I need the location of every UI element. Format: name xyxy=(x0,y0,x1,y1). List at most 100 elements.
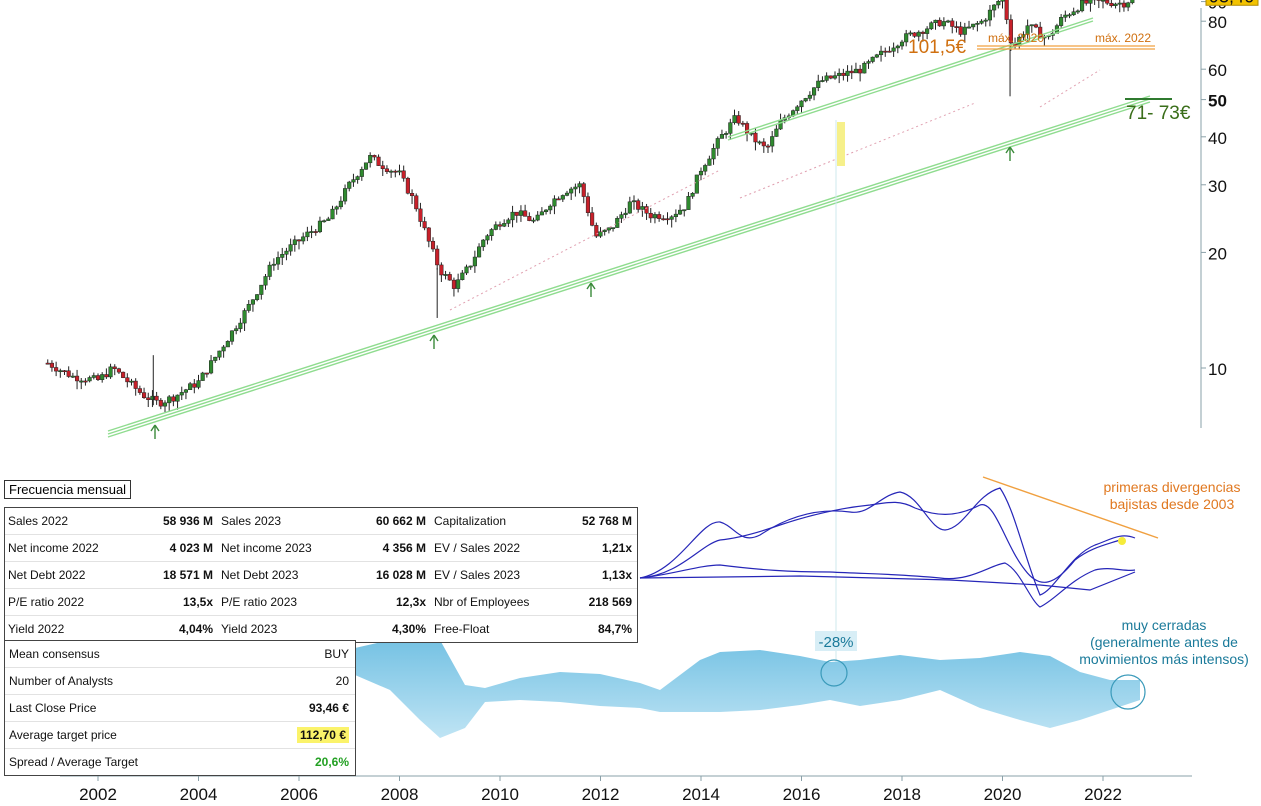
fundamentals-cell: Sales 2022 58 936 M xyxy=(5,514,218,528)
candle-down xyxy=(527,216,532,221)
fundamentals-value: 4,30% xyxy=(391,622,426,636)
candle-up xyxy=(711,148,716,160)
candle-down xyxy=(137,388,142,393)
candle-up xyxy=(987,9,992,21)
candle-down xyxy=(410,193,415,197)
candle-up xyxy=(1117,2,1122,5)
candle-up xyxy=(598,231,603,237)
candle-down xyxy=(1109,2,1114,6)
candle-up xyxy=(468,265,473,268)
fundamentals-cell: P/E ratio 2023 12,3x xyxy=(218,595,431,609)
candle-up xyxy=(481,239,486,248)
candle-up xyxy=(862,62,867,74)
candle-up xyxy=(1029,24,1034,27)
candle-up xyxy=(389,170,394,173)
fundamentals-label: Free-Float xyxy=(434,622,490,636)
candle-down xyxy=(376,156,381,166)
candle-up xyxy=(246,303,251,311)
y-tick-label: 10 xyxy=(1208,360,1227,379)
fundamentals-cell: P/E ratio 2022 13,5x xyxy=(5,595,218,609)
candle-up xyxy=(460,272,465,280)
candle-up xyxy=(162,402,168,407)
candle-up xyxy=(774,128,779,137)
fundamentals-label: EV / Sales 2023 xyxy=(434,568,521,582)
candle-up xyxy=(732,115,737,123)
candle-up xyxy=(845,70,850,76)
candle-up xyxy=(255,294,260,300)
candle-down xyxy=(401,170,406,179)
candle-up xyxy=(891,47,896,52)
candle-down xyxy=(393,170,398,173)
candle-up xyxy=(506,219,511,224)
support-channel-line xyxy=(107,98,1151,435)
indicators-layer xyxy=(355,476,1159,738)
fundamentals-value: 52 768 M xyxy=(581,514,632,528)
candle-down xyxy=(1033,24,1039,28)
candle-down xyxy=(636,200,641,210)
fundamentals-label: Yield 2023 xyxy=(221,622,278,636)
candle-up xyxy=(879,50,884,56)
x-tick-label: 2004 xyxy=(180,785,218,804)
fundamentals-cell: Net Debt 2023 16 028 M xyxy=(218,568,431,582)
fundamentals-value: 60 662 M xyxy=(375,514,426,528)
highlight-box xyxy=(837,122,845,166)
candle-up xyxy=(602,229,607,232)
candle-up xyxy=(1063,14,1068,18)
candle-up xyxy=(573,186,578,190)
candle-up xyxy=(728,122,733,134)
candle-up xyxy=(338,200,343,208)
consensus-row: Spread / Average Target 20,6% xyxy=(5,749,355,775)
x-tick-label: 2010 xyxy=(481,785,519,804)
candle-up xyxy=(820,80,825,82)
fundamentals-label: Capitalization xyxy=(434,514,507,528)
consensus-value: 112,70 € xyxy=(296,727,349,743)
candle-up xyxy=(996,1,1001,6)
candle-up xyxy=(992,4,997,11)
candle-up xyxy=(456,279,461,289)
candle-down xyxy=(192,383,197,388)
candle-up xyxy=(351,179,356,183)
candle-up xyxy=(489,229,494,236)
max-2020-label: máx. 2020 xyxy=(988,31,1044,45)
fundamentals-label: Net Debt 2022 xyxy=(8,568,86,582)
candle-up xyxy=(631,200,637,203)
candle-up xyxy=(355,176,360,180)
candle-down xyxy=(745,123,750,134)
candle-down xyxy=(112,366,117,369)
candle-down xyxy=(296,239,302,242)
candle-down xyxy=(594,225,599,237)
fundamentals-cell: Yield 2022 4,04% xyxy=(5,622,218,636)
y-tick-label: 80 xyxy=(1208,13,1227,32)
candle-up xyxy=(669,216,674,220)
band-circle-marker xyxy=(1110,674,1146,710)
x-tick-label: 2018 xyxy=(883,785,921,804)
candle-up xyxy=(778,119,783,130)
candle-down xyxy=(158,399,163,407)
fundamentals-row: Yield 2022 4,04% Yield 2023 4,30% Free-Float… xyxy=(5,616,637,642)
fundamentals-label: Sales 2023 xyxy=(221,514,282,528)
candle-down xyxy=(497,224,503,227)
bands-note: movimientos más intensos) xyxy=(1079,651,1249,667)
candle-up xyxy=(443,274,448,276)
candle-down xyxy=(753,132,758,143)
consensus-table: Mean consensus BUY Number of Analysts 20 Las… xyxy=(4,640,356,776)
candle-up xyxy=(1130,0,1135,4)
candle-up xyxy=(983,19,988,22)
candle-up xyxy=(925,28,930,34)
last-price-label: 93,46 xyxy=(1209,0,1254,6)
candle-up xyxy=(326,218,331,221)
fundamentals-label: Net income 2023 xyxy=(221,541,312,555)
fundamentals-label: P/E ratio 2023 xyxy=(221,595,298,609)
bands-note: muy cerradas xyxy=(1122,617,1207,633)
candle-up xyxy=(200,372,205,381)
candle-down xyxy=(761,141,766,147)
candle-down xyxy=(62,370,67,373)
candle-down xyxy=(451,279,456,289)
candle-up xyxy=(719,134,724,139)
fundamentals-cell: Net Debt 2022 18 571 M xyxy=(5,568,218,582)
candle-up xyxy=(971,23,976,28)
candle-up xyxy=(276,257,281,265)
candle-up xyxy=(946,20,951,23)
x-tick-label: 2012 xyxy=(582,785,620,804)
